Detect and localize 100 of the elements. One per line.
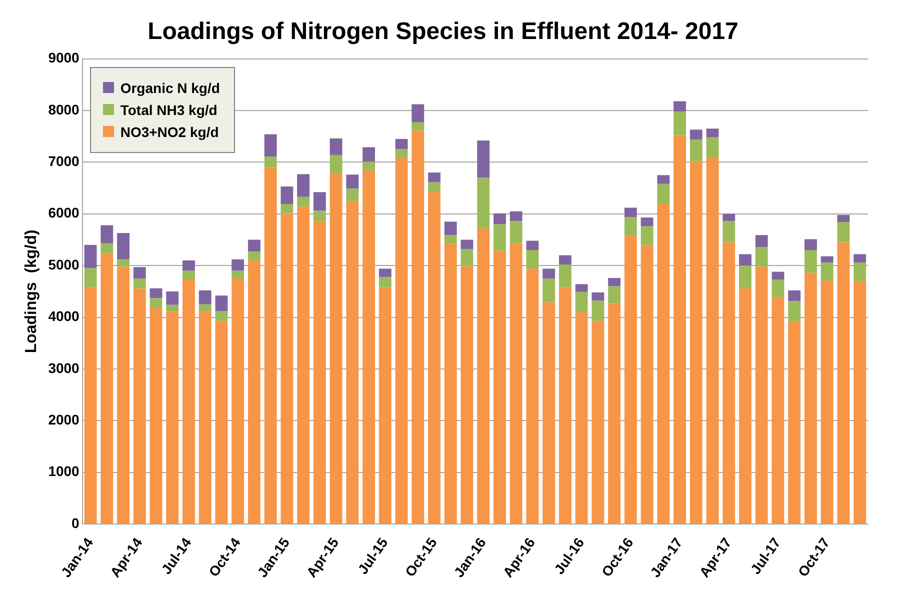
bar xyxy=(837,242,850,524)
bar xyxy=(460,266,474,524)
bar xyxy=(690,161,702,524)
bar xyxy=(494,213,506,224)
bar xyxy=(313,210,326,222)
bar xyxy=(460,240,474,250)
bar xyxy=(133,278,146,288)
bar xyxy=(117,259,130,267)
bar xyxy=(313,221,326,524)
bar xyxy=(428,172,440,182)
bar xyxy=(297,174,310,197)
bar xyxy=(264,167,277,524)
bar xyxy=(494,224,506,251)
bar xyxy=(575,284,588,292)
y-tick-label: 1000 xyxy=(48,463,80,480)
bar xyxy=(100,243,114,254)
bar xyxy=(558,287,572,524)
bar xyxy=(592,320,604,524)
y-tick-label: 2000 xyxy=(48,412,80,428)
bar xyxy=(297,206,310,524)
bar xyxy=(198,304,212,312)
bar xyxy=(739,266,752,288)
bar xyxy=(264,156,277,168)
bar xyxy=(362,147,375,162)
bar xyxy=(575,312,588,524)
y-axis-title: Loadings (kg/d) xyxy=(23,230,40,354)
bar xyxy=(395,158,408,524)
bar xyxy=(313,192,326,211)
bar xyxy=(100,254,114,524)
bar xyxy=(395,149,408,158)
bar xyxy=(788,301,801,322)
bar xyxy=(280,213,294,524)
bar xyxy=(558,264,572,288)
bar xyxy=(674,135,686,524)
bar xyxy=(150,288,162,298)
bar xyxy=(854,281,866,524)
bar xyxy=(477,228,490,524)
bar xyxy=(739,288,752,524)
bar xyxy=(510,243,522,524)
bar xyxy=(690,130,702,140)
bar xyxy=(84,244,97,268)
y-tick-label: 8000 xyxy=(48,101,80,118)
bar xyxy=(526,250,539,269)
bar xyxy=(182,270,195,280)
bar xyxy=(640,226,654,245)
bar xyxy=(788,290,801,302)
bar xyxy=(166,312,179,524)
bar xyxy=(280,204,294,214)
bar xyxy=(674,112,686,136)
bar xyxy=(264,134,277,156)
bar xyxy=(428,192,440,524)
bar xyxy=(330,173,342,524)
bar xyxy=(804,250,817,273)
bar xyxy=(232,270,244,278)
bar xyxy=(215,311,228,321)
bar xyxy=(820,262,834,281)
bar xyxy=(624,216,637,236)
bar xyxy=(706,137,719,158)
bar xyxy=(378,268,392,277)
y-tick-label: 3000 xyxy=(48,360,80,376)
legend-label: Organic N kg/d xyxy=(120,80,220,96)
bar xyxy=(362,170,375,524)
bar xyxy=(657,204,670,524)
bar xyxy=(772,272,784,280)
bar xyxy=(133,288,146,524)
y-tick-label: 5000 xyxy=(48,256,80,272)
bar xyxy=(575,292,588,312)
bar xyxy=(166,291,179,305)
bar xyxy=(690,139,702,162)
bar xyxy=(706,128,719,138)
bar xyxy=(608,278,621,286)
bar xyxy=(526,268,539,524)
bar xyxy=(542,268,556,278)
bar xyxy=(395,138,408,150)
bar xyxy=(706,158,719,524)
bar xyxy=(510,211,522,222)
bar xyxy=(378,276,392,288)
bar xyxy=(755,266,768,524)
bar xyxy=(412,130,424,524)
bar xyxy=(362,162,375,170)
bar xyxy=(739,254,752,266)
legend-label: Total NH3 kg/d xyxy=(120,102,218,118)
bar xyxy=(198,290,212,304)
bar xyxy=(854,254,866,262)
bar xyxy=(378,287,392,524)
bar xyxy=(788,321,801,524)
bar xyxy=(444,235,457,244)
y-tick-label: 7000 xyxy=(48,153,80,170)
bar xyxy=(84,288,97,524)
bar xyxy=(477,178,490,228)
bar xyxy=(444,244,457,524)
bar xyxy=(820,256,834,262)
bar xyxy=(117,233,130,260)
bar xyxy=(542,302,556,524)
bar xyxy=(592,300,604,321)
bar xyxy=(412,104,424,122)
bar xyxy=(820,280,834,524)
bar xyxy=(526,240,539,250)
bar xyxy=(640,244,654,524)
bar xyxy=(248,240,260,252)
